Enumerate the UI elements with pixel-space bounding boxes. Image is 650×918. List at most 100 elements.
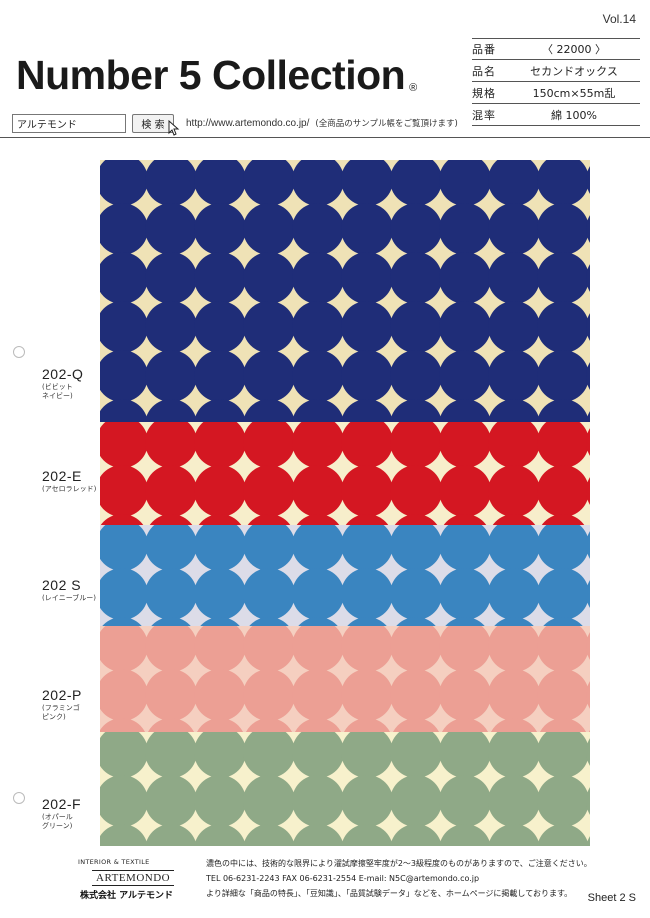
fabric-dot (586, 428, 590, 456)
registered-mark: ® (409, 82, 417, 94)
fabric-dot (145, 350, 197, 402)
fabric-dot (488, 160, 540, 206)
fabric-dot (390, 252, 442, 304)
fabric-dot (439, 568, 491, 620)
footer-notes: 濃色の中には、技術的な限界により濯試摩擦堅牢度が2～3級程度のものがありますので… (206, 856, 592, 901)
fabric-dot (586, 215, 590, 243)
fabric-dot (100, 350, 148, 402)
sheet-label: Sheet 2 S (587, 892, 636, 904)
fabric-dot (145, 732, 197, 778)
fabric-dot (537, 775, 589, 827)
fabric-dot (488, 350, 540, 402)
footer-contact: TEL 06-6231-2243 FAX 06-6231-2554 E-mail… (206, 874, 480, 883)
fabric-dot (586, 477, 590, 505)
volume-label: Vol.14 (602, 12, 636, 26)
binder-hole (13, 792, 25, 804)
fabric-dot (100, 203, 148, 255)
fabric-dot (194, 525, 246, 571)
fabric-dot (292, 732, 344, 778)
spec-key: 品名 (472, 64, 496, 78)
search-bar: 検 索 http://www.artemondo.co.jp/ (全商品のサンプ… (12, 110, 458, 136)
fabric-dot (102, 617, 142, 626)
swatch-label-202-q: 202-Q (ビビット ネイビー) (42, 366, 83, 401)
fabric-dot (100, 775, 148, 827)
fabric-dot (145, 252, 197, 304)
fabric-dot (243, 568, 295, 620)
fabric-pattern (100, 732, 590, 846)
fabric-dot (439, 301, 491, 353)
fabric-dot (194, 350, 246, 402)
fabric-dot (341, 732, 393, 778)
collection-title: Number 5 Collection ® (16, 52, 417, 99)
fabric-dot (488, 775, 540, 827)
swatch-label-202-p: 202-P (フラミンゴ ピンク) (42, 687, 82, 722)
spec-value: 〈 22000 〉 (542, 43, 606, 56)
fabric-dot (439, 775, 491, 827)
fabric-dot (145, 465, 197, 517)
fabric-dot (439, 422, 491, 468)
swatch-code: 202-F (42, 796, 82, 812)
fabric-dot (439, 824, 491, 846)
fabric-dot (439, 465, 491, 517)
fabric-dot (243, 422, 295, 468)
fabric-dot (439, 160, 491, 206)
fabric-dot (488, 399, 540, 422)
fabric-dot (537, 422, 589, 468)
fabric-dot (439, 203, 491, 255)
fabric-dot (100, 514, 144, 525)
fabric-dot (539, 718, 587, 732)
fabric-dot (537, 732, 589, 778)
fabric-dot (292, 203, 344, 255)
fabric-dot (196, 718, 244, 732)
swatch-color-name: (フラミンゴ ピンク) (42, 704, 80, 721)
spec-table: 品番 〈 22000 〉 品名 セカンドオックス 規格 150cm×55m乱 混… (472, 38, 640, 126)
fabric-dot (537, 568, 589, 620)
cursor-icon (168, 119, 180, 136)
swatch-color-name: (アセロラレッド) (42, 485, 97, 493)
fabric-dot (298, 617, 338, 626)
swatch-color-name: (オパール グリーン) (42, 813, 73, 830)
fabric-dot (200, 617, 240, 626)
fabric-dot (488, 465, 540, 517)
fabric-dot (100, 525, 148, 571)
fabric-dot (586, 264, 590, 292)
fabric-dot (145, 301, 197, 353)
fabric-dot (100, 465, 148, 517)
swatch-202-e (100, 422, 590, 525)
fabric-dot (441, 718, 489, 732)
fabric-dot (341, 399, 393, 422)
fabric-dot (100, 422, 148, 468)
spec-value: 綿 100% (551, 108, 597, 122)
fabric-dot (145, 160, 197, 206)
fabric-dot (100, 718, 146, 732)
fabric-dot (390, 824, 442, 846)
fabric-dot (488, 669, 540, 721)
fabric-dot (439, 350, 491, 402)
fabric-dot (443, 514, 487, 525)
fabric-dot (488, 422, 540, 468)
fabric-dot (341, 525, 393, 571)
fabric-dot (341, 203, 393, 255)
website-link[interactable]: http://www.artemondo.co.jp/ (186, 117, 310, 129)
swatch-code: 202-E (42, 468, 82, 484)
fabric-dot (537, 160, 589, 206)
fabric-dot (292, 775, 344, 827)
fabric-dot (390, 465, 442, 517)
search-input[interactable] (12, 113, 126, 133)
search-button[interactable]: 検 索 (132, 113, 174, 133)
fabric-dot (341, 626, 393, 672)
fabric-dot (488, 824, 540, 846)
fabric-dot (439, 626, 491, 672)
fabric-dot (390, 160, 442, 206)
fabric-dot (341, 160, 393, 206)
fabric-dot (445, 617, 485, 626)
fabric-dot (341, 301, 393, 353)
fabric-dot (292, 626, 344, 672)
fabric-pattern (100, 160, 590, 422)
fabric-dot (243, 252, 295, 304)
fabric-dot (100, 160, 148, 206)
fabric-dot (341, 568, 393, 620)
spec-key: 混率 (472, 108, 496, 122)
brand-logo: ARTEMONDO (92, 870, 175, 886)
fabric-dot (194, 203, 246, 255)
